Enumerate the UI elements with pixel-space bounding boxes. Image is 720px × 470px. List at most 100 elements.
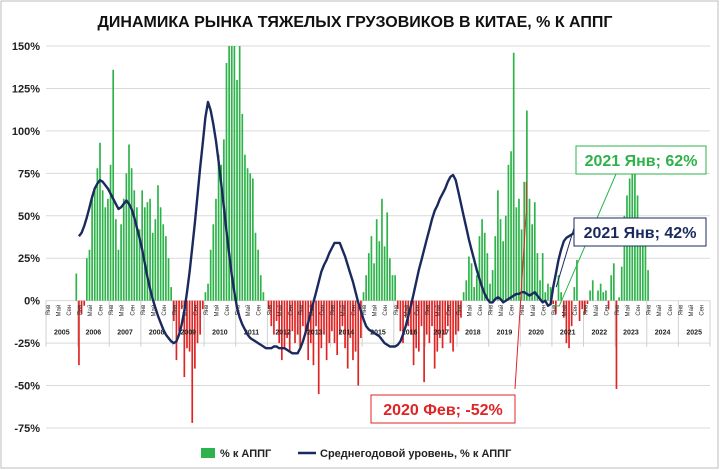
- month-tick-label: Янв: [394, 305, 400, 316]
- bar: [510, 151, 512, 301]
- bar: [647, 270, 649, 301]
- month-tick-label: Янв: [520, 305, 526, 316]
- bar: [489, 283, 491, 301]
- bar: [452, 300, 454, 352]
- line-series: [77, 100, 583, 355]
- bar: [544, 292, 547, 301]
- bar: [578, 300, 581, 322]
- bar: [270, 300, 273, 327]
- bar: [528, 198, 531, 301]
- bar: [378, 241, 381, 301]
- bar: [299, 300, 302, 349]
- legend: % к АППГ Среднегодовой уровень, % к АППГ: [201, 448, 512, 460]
- month-tick-label: Май: [119, 305, 126, 317]
- bar: [562, 300, 565, 318]
- bar: [178, 300, 180, 332]
- bar: [460, 300, 462, 318]
- bar: [375, 219, 378, 301]
- bar: [441, 300, 444, 349]
- annotation-text: 2021 Янв; 62%: [585, 153, 698, 170]
- bar: [420, 300, 423, 327]
- bar: [225, 62, 228, 301]
- y-tick-label: 75%: [18, 168, 40, 180]
- year-tick-label: 2012: [275, 330, 291, 337]
- bar: [207, 283, 209, 301]
- chart-title: ДИНАМИКА РЫНКА ТЯЖЕЛЫХ ГРУЗОВИКОВ В КИТА…: [98, 14, 613, 31]
- bar: [352, 300, 354, 361]
- bar: [533, 202, 536, 301]
- month-tick-label: Май: [214, 305, 221, 317]
- bar: [494, 236, 497, 301]
- year-tick-label: 2019: [497, 330, 513, 337]
- year-tick-label: 2024: [655, 330, 671, 337]
- bar: [620, 266, 623, 301]
- bar: [541, 253, 544, 301]
- bar: [159, 207, 162, 301]
- bar: [88, 249, 91, 301]
- month-tick-label: Май: [593, 305, 600, 317]
- bar: [486, 253, 489, 301]
- bar: [336, 300, 339, 355]
- bar: [99, 142, 101, 301]
- bar: [136, 207, 138, 301]
- bar: [623, 215, 626, 301]
- bar: [238, 46, 241, 301]
- bar: [470, 263, 473, 301]
- bar: [547, 283, 549, 301]
- bar: [478, 236, 481, 301]
- bar: [209, 249, 212, 301]
- bar: [570, 300, 573, 327]
- bar: [412, 300, 415, 366]
- bar: [257, 249, 259, 301]
- gridlines: [45, 45, 711, 429]
- month-tick-label: Май: [467, 305, 474, 317]
- month-tick-label: Май: [625, 305, 632, 317]
- bar: [275, 300, 278, 322]
- bar: [446, 300, 449, 327]
- bar: [367, 253, 370, 301]
- bar: [399, 300, 402, 332]
- bar: [520, 229, 523, 301]
- bar: [402, 300, 404, 344]
- bar: [138, 229, 141, 301]
- month-tick-label: Янв: [489, 305, 495, 316]
- bar: [605, 290, 607, 301]
- bar: [130, 168, 133, 301]
- bar: [404, 300, 407, 318]
- bar: [354, 300, 357, 352]
- year-tick-label: 2021: [560, 330, 576, 337]
- bar: [473, 287, 476, 301]
- bar: [212, 224, 215, 301]
- year-tick-label: 2009: [180, 330, 196, 337]
- bar: [317, 300, 320, 395]
- year-tick-label: 2018: [465, 330, 481, 337]
- month-tick-label: Янв: [362, 305, 368, 316]
- month-tick-label: Сен: [99, 305, 105, 316]
- bar: [589, 290, 591, 301]
- year-tick-label: 2007: [117, 330, 133, 337]
- bar: [125, 173, 128, 301]
- bar: [175, 300, 178, 361]
- month-tick-label: Сен: [699, 305, 705, 316]
- bar: [515, 207, 518, 301]
- annotation-leader: [514, 181, 527, 390]
- y-tick-label: 50%: [18, 211, 40, 223]
- annotations: 2021 Янв; 62% 2021 Янв; 42% 2020 Фев; -52%: [370, 145, 707, 424]
- bar: [357, 300, 360, 386]
- bar: [641, 236, 644, 301]
- bar: [304, 300, 307, 335]
- bar: [280, 300, 283, 361]
- month-tick-label: Сен: [320, 305, 326, 316]
- month-tick-label: Май: [340, 305, 347, 317]
- bar: [626, 195, 628, 301]
- bar: [502, 241, 505, 301]
- month-tick-label: Май: [150, 305, 157, 317]
- month-tick-label: Сен: [352, 305, 358, 316]
- bar: [644, 241, 647, 301]
- bar: [262, 292, 265, 301]
- bar: [254, 232, 257, 301]
- bar: [615, 300, 618, 389]
- bar: [597, 290, 599, 301]
- y-axis-labels: 150% 125% 100% 75% 50% 25% 0% -25% -50% -75%: [12, 41, 40, 435]
- bar: [555, 300, 557, 315]
